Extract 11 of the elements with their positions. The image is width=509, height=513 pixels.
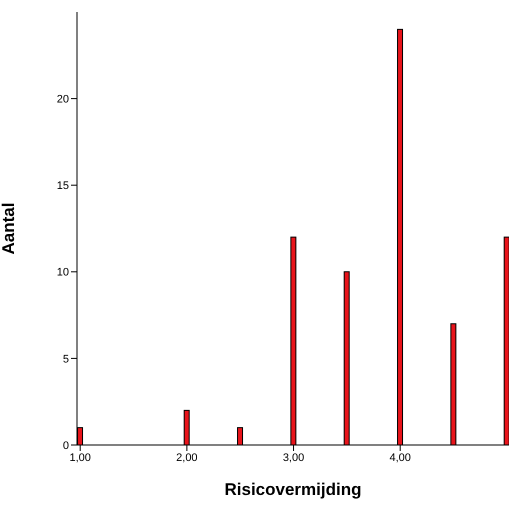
x-tick-label: 3,00 bbox=[282, 452, 304, 464]
x-tick-label: 1,00 bbox=[69, 452, 91, 464]
x-tick-label: 2,00 bbox=[176, 452, 198, 464]
y-tick-label: 20 bbox=[56, 94, 69, 106]
y-axis-title: Aantal bbox=[0, 202, 18, 254]
x-tick-label: 4,00 bbox=[389, 452, 411, 464]
y-tick-label: 15 bbox=[56, 180, 69, 192]
y-tick-label: 10 bbox=[56, 266, 69, 279]
y-tick-label: 0 bbox=[62, 440, 69, 452]
y-tick-label: 5 bbox=[62, 353, 69, 366]
x-axis-title: Risicovermijding bbox=[224, 480, 362, 499]
